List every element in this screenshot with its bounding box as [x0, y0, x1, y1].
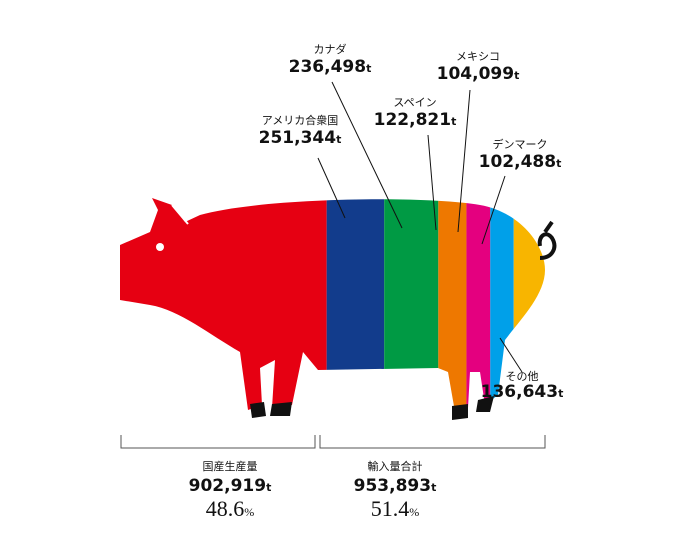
category-label: カナダ — [314, 42, 347, 56]
value-number: 236,498 — [289, 57, 366, 77]
value-number: 136,643 — [481, 382, 558, 402]
leader-line — [331, 81, 403, 229]
leader-line — [457, 89, 471, 233]
share-unit: % — [244, 505, 254, 519]
leader-line — [499, 337, 523, 373]
leader-line — [317, 157, 346, 219]
category-label: スペイン — [393, 96, 436, 109]
value-number: 251,344 — [259, 128, 337, 148]
bar-segment — [384, 198, 439, 412]
value-unit: t — [558, 387, 563, 400]
category-label: その他 — [506, 370, 539, 383]
pig-eye — [156, 243, 164, 251]
group-share: 48.6% — [206, 496, 255, 521]
group-value: 953,893t — [354, 476, 437, 496]
bar-segment — [466, 198, 491, 412]
value-unit: t — [266, 481, 271, 494]
share-unit: % — [409, 505, 419, 519]
brackets — [120, 435, 546, 449]
leader-line — [481, 175, 506, 245]
value-unit: t — [451, 115, 456, 128]
value-label: 102,488t — [479, 152, 562, 172]
value-number: 104,099 — [437, 64, 514, 84]
value-unit: t — [431, 481, 436, 494]
value-unit: t — [366, 62, 371, 75]
value-label: 136,643t — [481, 382, 564, 402]
value-unit: t — [514, 69, 519, 82]
value-unit: t — [336, 133, 341, 146]
category-label: デンマーク — [493, 137, 548, 151]
pig-tail — [537, 220, 557, 260]
category-label: アメリカ合衆国 — [262, 113, 338, 127]
value-label: 251,344t — [259, 128, 342, 148]
bar-segment — [120, 198, 327, 412]
share-number: 51.4 — [371, 496, 410, 521]
bar-segment — [438, 198, 467, 412]
share-number: 48.6 — [206, 496, 245, 521]
hooves — [250, 396, 494, 420]
value-number: 122,821 — [374, 110, 451, 130]
group-value: 902,919t — [189, 476, 272, 496]
value-number: 953,893 — [354, 476, 431, 496]
group-label: 輸入量合計 — [368, 459, 423, 473]
category-label: メキシコ — [456, 50, 500, 63]
value-label: 122,821t — [374, 110, 457, 130]
value-label: 236,498t — [289, 57, 372, 77]
leader-line — [427, 134, 437, 231]
group-label: 国産生産量 — [203, 459, 258, 473]
value-label: 104,099t — [437, 64, 520, 84]
group-share: 51.4% — [371, 496, 420, 521]
pig-ear — [171, 204, 189, 225]
value-number: 102,488 — [479, 152, 556, 172]
value-unit: t — [556, 157, 561, 170]
bar-segment — [326, 198, 385, 412]
value-number: 902,919 — [189, 476, 266, 496]
